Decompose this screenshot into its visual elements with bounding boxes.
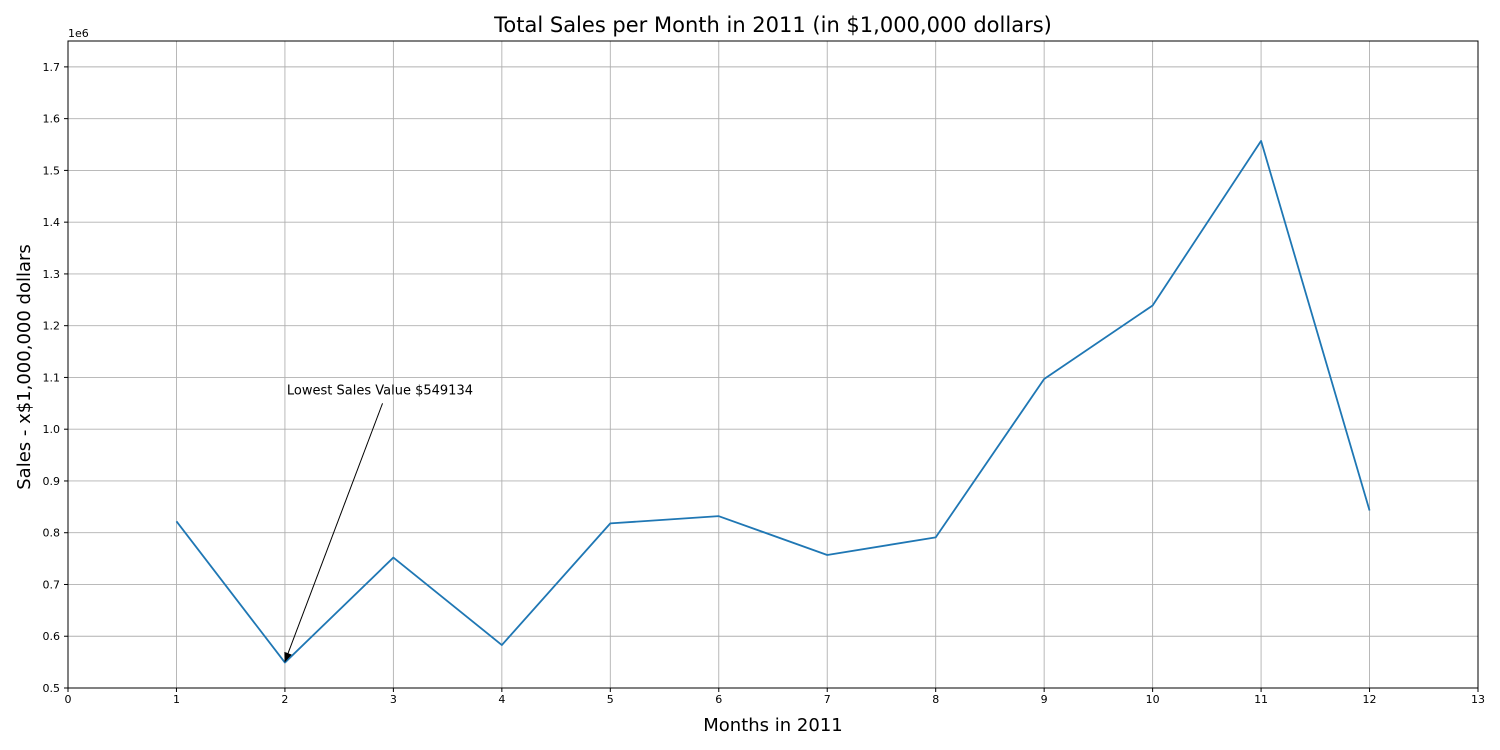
y-tick-label: 0.8 <box>43 527 61 540</box>
y-tick-label: 0.6 <box>43 630 61 643</box>
y-axis-label: Sales - x$1,000,000 dollars <box>14 244 35 490</box>
x-tick-label: 13 <box>1471 693 1485 706</box>
x-tick-label: 0 <box>65 693 72 706</box>
y-tick-label: 1.0 <box>43 423 61 436</box>
y-tick-label: 1.1 <box>43 371 61 384</box>
y-tick-label: 1.5 <box>43 164 61 177</box>
x-tick-label: 2 <box>281 693 288 706</box>
y-tick-label: 0.7 <box>43 578 61 591</box>
y-axis-offset-label: 1e6 <box>68 27 89 40</box>
x-tick-label: 11 <box>1254 693 1268 706</box>
y-tick-label: 0.5 <box>43 682 61 695</box>
axis-ticks: 0 1 2 3 4 5 6 7 8 9 10 11 12 130.50.60.70.80.91.01.11… <box>43 61 1486 706</box>
x-tick-label: 9 <box>1041 693 1048 706</box>
y-tick-label: 1.4 <box>43 216 61 229</box>
x-tick-label: 7 <box>824 693 831 706</box>
y-tick-label: 1.2 <box>43 320 61 333</box>
x-tick-label: 8 <box>932 693 939 706</box>
plot-frame <box>67 40 1479 689</box>
y-tick-label: 1.3 <box>43 268 61 281</box>
x-tick-label: 10 <box>1146 693 1160 706</box>
y-tick-label: 1.7 <box>43 61 61 74</box>
annotation-layer: Lowest Sales Value $549134 <box>284 383 473 663</box>
y-tick-label: 0.9 <box>43 475 61 488</box>
x-tick-label: 6 <box>715 693 722 706</box>
x-tick-label: 4 <box>498 693 505 706</box>
series-layer <box>175 139 1371 664</box>
x-axis-label: Months in 2011 <box>703 715 842 736</box>
x-tick-label: 12 <box>1363 693 1377 706</box>
x-tick-label: 3 <box>390 693 397 706</box>
chart-title: Total Sales per Month in 2011 (in $1,000… <box>493 13 1052 37</box>
series-line <box>175 139 1371 664</box>
annotation-label: Lowest Sales Value $549134 <box>287 383 473 398</box>
y-tick-label: 1.6 <box>43 113 61 126</box>
x-tick-label: 5 <box>607 693 614 706</box>
x-tick-label: 1 <box>173 693 180 706</box>
annotation-arrow <box>284 403 384 663</box>
